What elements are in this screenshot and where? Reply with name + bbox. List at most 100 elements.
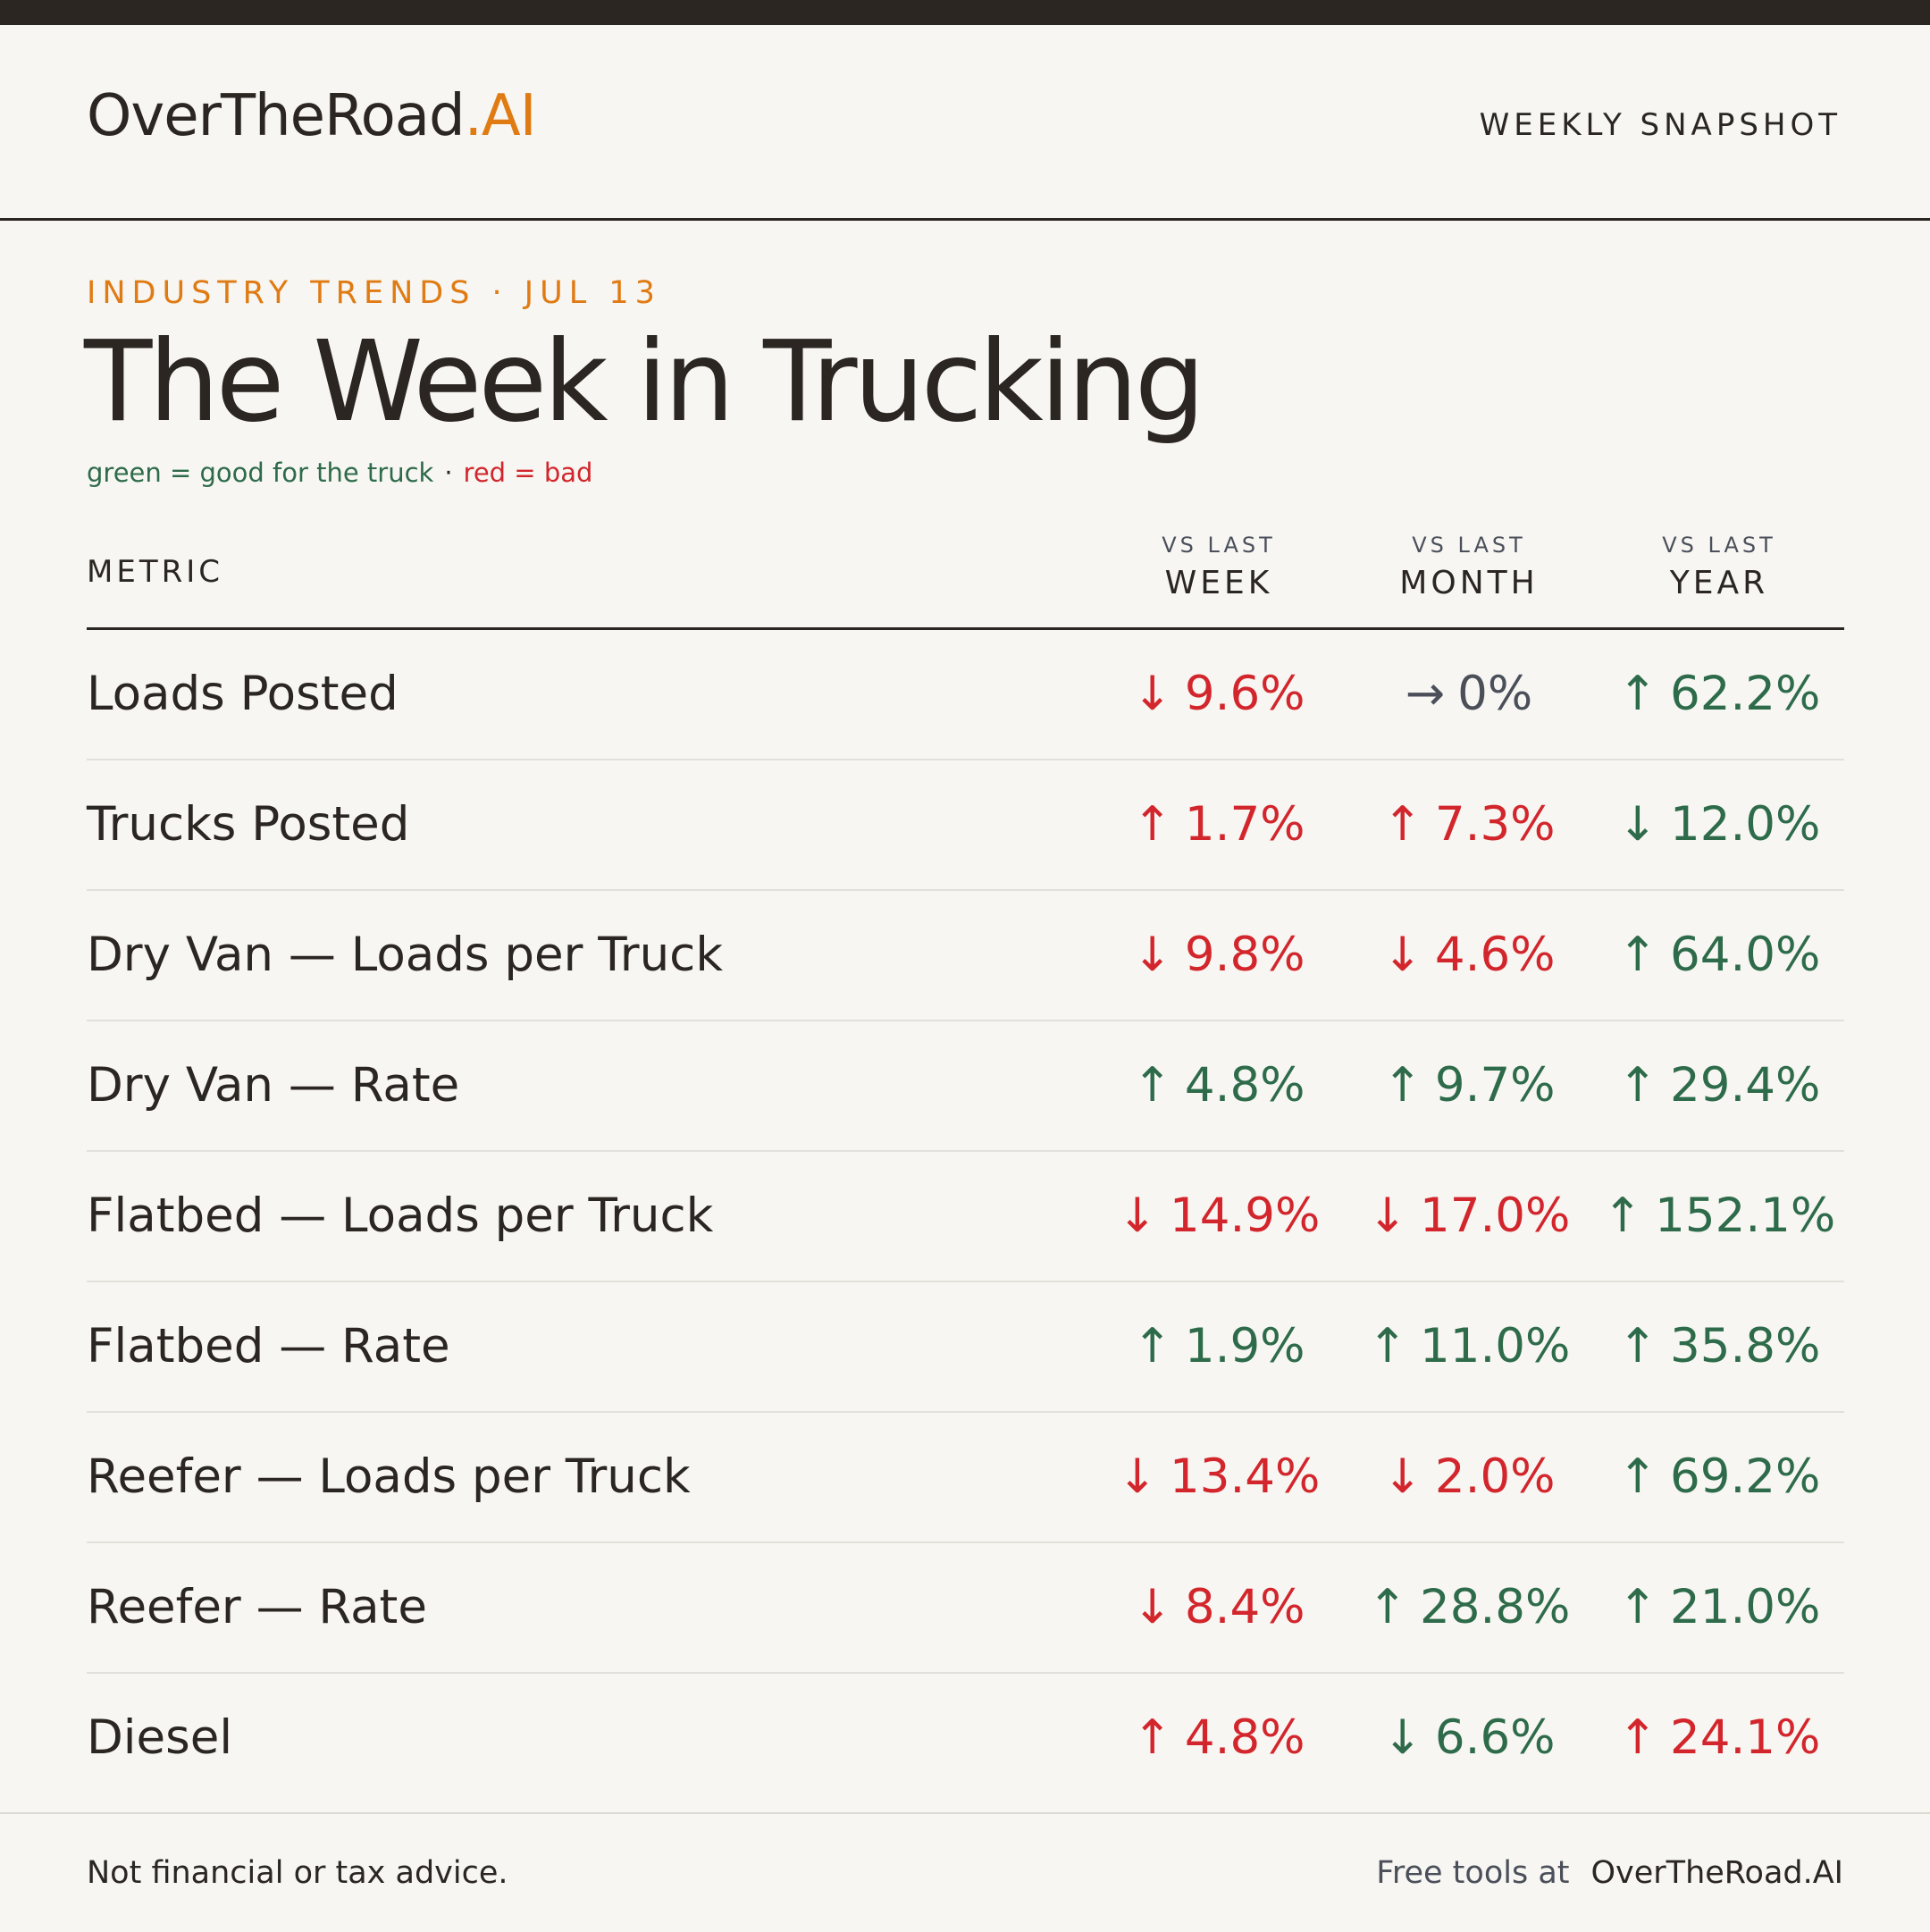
table-row: Loads Posted ↓ 9.6% → 0% ↑ 62.2%: [87, 630, 1844, 760]
logo-main: OverTheRoad: [87, 83, 466, 149]
change-value: 4.6%: [1434, 928, 1556, 982]
table-row: Trucks Posted ↑ 1.7% ↑ 7.3% ↓ 12.0%: [87, 760, 1844, 891]
metric-label: Flatbed — Loads per Truck: [87, 1189, 714, 1243]
metrics-table: Loads Posted ↓ 9.6% → 0% ↑ 62.2% Trucks Posted ↑…: [87, 630, 1844, 1802]
change-week: ↑ 4.8%: [1094, 1021, 1344, 1150]
change-week: ↓ 9.6%: [1094, 630, 1344, 759]
table-row: Diesel ↑ 4.8% ↓ 6.6% ↑ 24.1%: [87, 1674, 1844, 1802]
change-week: ↓ 14.9%: [1094, 1152, 1344, 1281]
change-year: ↑ 35.8%: [1594, 1282, 1844, 1411]
trend-arrow-icon: ↓: [1382, 928, 1422, 982]
change-week: ↑ 1.9%: [1094, 1282, 1344, 1411]
change-value: 12.0%: [1670, 797, 1821, 852]
month-column-header: VS LAST MONTH: [1344, 533, 1594, 601]
change-year: ↑ 21.0%: [1594, 1543, 1844, 1672]
change-value: 9.7%: [1434, 1058, 1556, 1113]
trend-arrow-icon: ↓: [1367, 1189, 1408, 1243]
free-tools: Free tools at OverTheRoad.AI: [1376, 1855, 1843, 1891]
snapshot-label: WEEKLY SNAPSHOT: [1479, 107, 1842, 143]
change-month: ↑ 28.8%: [1344, 1543, 1594, 1672]
page-footer: Not financial or tax advice. Free tools …: [0, 1812, 1930, 1932]
table-row: Reefer — Rate ↓ 8.4% ↑ 28.8% ↑ 21.0%: [87, 1543, 1844, 1674]
metric-label: Flatbed — Rate: [87, 1319, 450, 1373]
free-tools-label: Free tools at: [1376, 1855, 1570, 1891]
change-value: 4.8%: [1184, 1710, 1305, 1765]
legend-bad: red = bad: [463, 458, 593, 488]
logo-accent: .AI: [464, 83, 537, 149]
table-row: Reefer — Loads per Truck ↓ 13.4% ↓ 2.0% ↑ 69.2…: [87, 1413, 1844, 1543]
change-year: ↑ 29.4%: [1594, 1021, 1844, 1150]
trend-arrow-icon: ↓: [1132, 667, 1172, 721]
metric-label: Reefer — Loads per Truck: [87, 1449, 691, 1504]
brand-logo: OverTheRoad.AI: [87, 88, 537, 145]
table-row: Flatbed — Loads per Truck ↓ 14.9% ↓ 17.0% ↑ 15…: [87, 1152, 1844, 1282]
change-value: 1.9%: [1184, 1319, 1305, 1373]
change-year: ↑ 24.1%: [1594, 1674, 1844, 1802]
change-value: 35.8%: [1670, 1319, 1821, 1373]
trend-arrow-icon: ↑: [1617, 1580, 1658, 1634]
change-value: 17.0%: [1420, 1189, 1571, 1243]
change-year: ↓ 12.0%: [1594, 760, 1844, 889]
column-header-big: MONTH: [1399, 565, 1539, 601]
trend-arrow-icon: ↑: [1617, 928, 1658, 982]
trend-arrow-icon: ↑: [1617, 1058, 1658, 1113]
trend-arrow-icon: ↓: [1382, 1449, 1422, 1504]
trend-arrow-icon: ↑: [1382, 797, 1422, 852]
change-month: ↓ 17.0%: [1344, 1152, 1594, 1281]
table-row: Dry Van — Rate ↑ 4.8% ↑ 9.7% ↑ 29.4%: [87, 1021, 1844, 1152]
change-year: ↑ 69.2%: [1594, 1413, 1844, 1541]
change-value: 152.1%: [1655, 1189, 1836, 1243]
change-week: ↑ 1.7%: [1094, 760, 1344, 889]
metric-label: Dry Van — Loads per Truck: [87, 928, 724, 982]
trend-arrow-icon: ↓: [1382, 1710, 1422, 1765]
table-row: Dry Van — Loads per Truck ↓ 9.8% ↓ 4.6% ↑ 64.0…: [87, 891, 1844, 1021]
change-month: ↓ 6.6%: [1344, 1674, 1594, 1802]
metric-label: Trucks Posted: [87, 797, 410, 852]
change-year: ↑ 64.0%: [1594, 891, 1844, 1020]
change-value: 13.4%: [1170, 1449, 1321, 1504]
change-value: 7.3%: [1434, 797, 1556, 852]
trend-arrow-icon: →: [1405, 667, 1446, 721]
change-value: 21.0%: [1670, 1580, 1821, 1634]
change-month: ↑ 9.7%: [1344, 1021, 1594, 1150]
metric-label: Dry Van — Rate: [87, 1058, 460, 1113]
legend-good: green = good for the truck: [87, 458, 434, 488]
column-header-big: YEAR: [1669, 565, 1769, 601]
trend-arrow-icon: ↑: [1617, 1710, 1658, 1765]
column-header-small: VS LAST: [1662, 533, 1776, 558]
top-bar: [0, 0, 1930, 25]
change-value: 1.7%: [1184, 797, 1305, 852]
change-value: 69.2%: [1670, 1449, 1821, 1504]
change-month: ↓ 2.0%: [1344, 1413, 1594, 1541]
change-value: 8.4%: [1184, 1580, 1305, 1634]
change-month: ↑ 11.0%: [1344, 1282, 1594, 1411]
trend-arrow-icon: ↑: [1132, 1058, 1172, 1113]
change-month: ↑ 7.3%: [1344, 760, 1594, 889]
trend-arrow-icon: ↓: [1617, 797, 1658, 852]
color-legend: green = good for the truck · red = bad: [87, 458, 592, 488]
metric-label: Loads Posted: [87, 667, 399, 721]
change-year: ↑ 152.1%: [1594, 1152, 1844, 1281]
trend-arrow-icon: ↑: [1382, 1058, 1422, 1113]
metric-label: Reefer — Rate: [87, 1580, 427, 1634]
table-row: Flatbed — Rate ↑ 1.9% ↑ 11.0% ↑ 35.8%: [87, 1282, 1844, 1413]
site-link[interactable]: OverTheRoad.AI: [1590, 1855, 1844, 1891]
change-week: ↓ 8.4%: [1094, 1543, 1344, 1672]
change-value: 11.0%: [1420, 1319, 1571, 1373]
change-value: 9.8%: [1184, 928, 1305, 982]
change-week: ↓ 13.4%: [1094, 1413, 1344, 1541]
change-year: ↑ 62.2%: [1594, 630, 1844, 759]
change-value: 28.8%: [1420, 1580, 1571, 1634]
change-value: 2.0%: [1434, 1449, 1556, 1504]
disclaimer: Not financial or tax advice.: [87, 1855, 508, 1891]
column-header-small: VS LAST: [1412, 533, 1526, 558]
change-week: ↓ 9.8%: [1094, 891, 1344, 1020]
legend-separator: ·: [444, 458, 453, 488]
change-value: 24.1%: [1670, 1710, 1821, 1765]
trend-arrow-icon: ↑: [1132, 1319, 1172, 1373]
column-header-small: VS LAST: [1162, 533, 1276, 558]
change-value: 4.8%: [1184, 1058, 1305, 1113]
trend-arrow-icon: ↓: [1132, 928, 1172, 982]
year-column-header: VS LAST YEAR: [1594, 533, 1844, 601]
week-column-header: VS LAST WEEK: [1094, 533, 1344, 601]
